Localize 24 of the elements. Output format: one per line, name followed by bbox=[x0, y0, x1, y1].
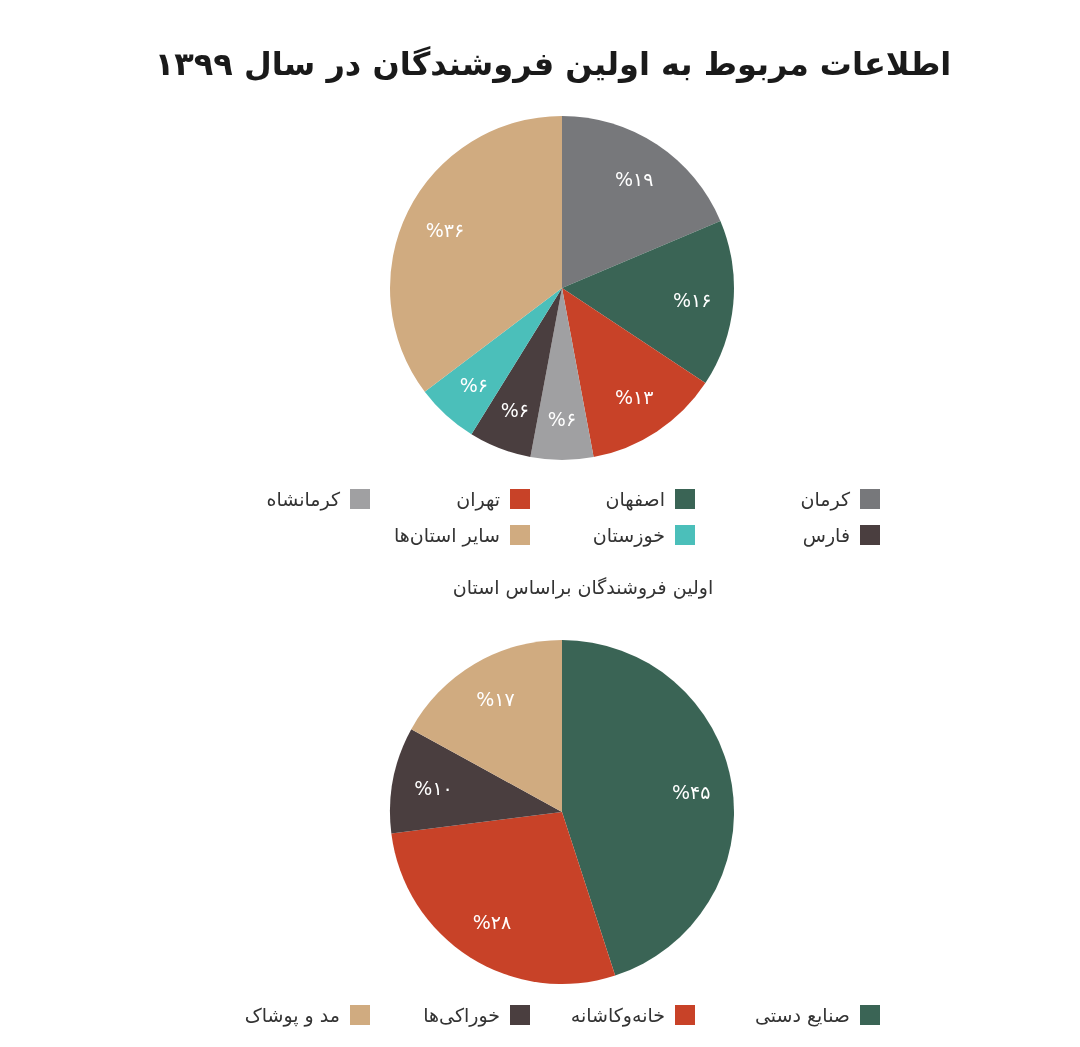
legend-label: صنایع دستی bbox=[754, 1004, 850, 1027]
data-label: %۴۵ bbox=[671, 780, 711, 803]
data-label: %۱۷ bbox=[476, 688, 515, 711]
data-label: %۱۰ bbox=[414, 776, 453, 799]
legend-label: تهران bbox=[456, 488, 500, 511]
legend-label: کرمانشاه bbox=[266, 488, 341, 511]
legend-label: سایر استان‌ها bbox=[393, 524, 500, 547]
legend-label: خوراکی‌ها bbox=[423, 1004, 500, 1027]
data-label: %۱۶ bbox=[672, 289, 712, 312]
legend-label: فارس bbox=[802, 524, 850, 547]
data-label: %۶ bbox=[459, 373, 489, 396]
data-label: %۶ bbox=[500, 398, 529, 421]
data-label: %۲۸ bbox=[472, 911, 512, 934]
chart-title: اطلاعات مربوط به اولین فروشندگان در سال ۱۳۹۹ bbox=[154, 45, 952, 83]
data-label: %۱۳ bbox=[614, 385, 654, 408]
legend-label: کرمان bbox=[800, 488, 851, 511]
data-label: %۶ bbox=[547, 407, 577, 430]
data-label: %۳۶ bbox=[425, 218, 465, 241]
data-label: %۱۹ bbox=[614, 168, 654, 191]
legend-label: اصفهان bbox=[605, 488, 665, 511]
legend-label: خانه‌وکاشانه bbox=[570, 1004, 665, 1027]
legend-label: مد و پوشاک bbox=[244, 1004, 340, 1027]
text: اولین فروشندگان براساس استان bbox=[452, 576, 714, 599]
legend-label: خوزستان bbox=[592, 524, 665, 547]
